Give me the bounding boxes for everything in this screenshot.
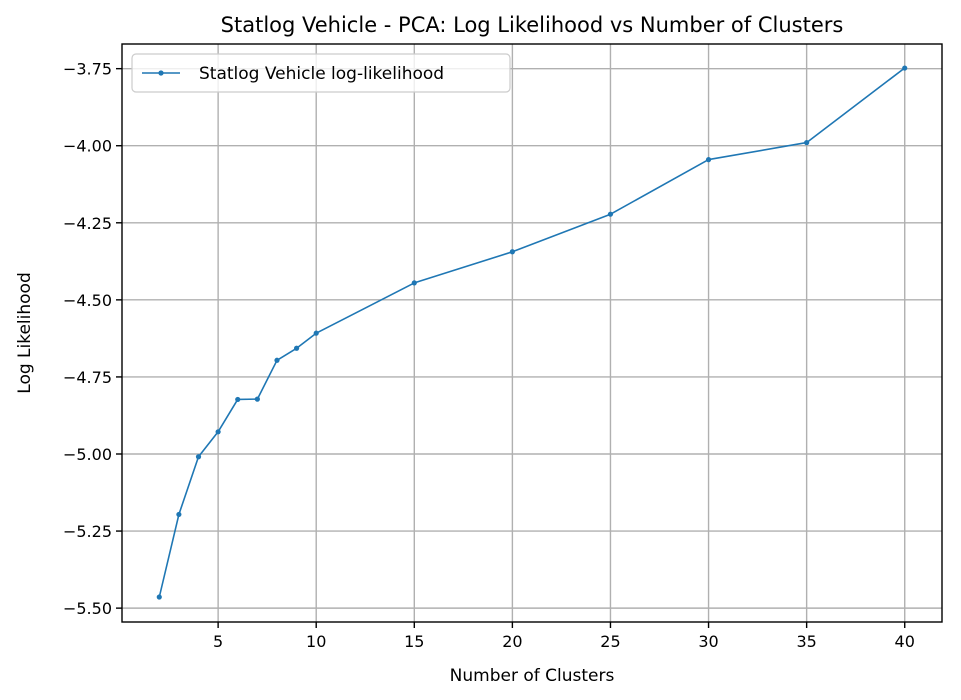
y-tick-label: −4.25 (63, 214, 112, 233)
x-axis-ticks: 5 10 15 20 25 30 35 40 (213, 622, 915, 651)
y-axis-label: Log Likelihood (15, 272, 35, 393)
data-point (195, 454, 202, 460)
data-point (902, 65, 908, 71)
chart-title: Statlog Vehicle - PCA: Log Likelihood vs… (221, 13, 844, 37)
x-axis-label: Number of Clusters (450, 666, 615, 686)
data-point (804, 140, 810, 146)
data-point (215, 429, 221, 435)
x-tick-label: 20 (502, 632, 522, 651)
x-tick-label: 5 (213, 632, 223, 651)
y-tick-label: −5.50 (63, 599, 112, 618)
data-point (156, 594, 162, 600)
legend-box (131, 53, 511, 93)
x-tick-label: 10 (306, 632, 326, 651)
data-point (274, 357, 280, 363)
data-point (235, 396, 241, 403)
x-tick-label: 15 (404, 632, 424, 651)
y-tick-label: −3.75 (63, 60, 112, 79)
legend: Statlog Vehicle log-likelihood (131, 53, 511, 93)
data-point (411, 280, 417, 286)
x-tick-label: 25 (600, 632, 620, 651)
data-point (254, 396, 260, 402)
legend-label: Statlog Vehicle log-likelihood (199, 64, 444, 84)
data-point (176, 511, 182, 518)
plot-frame (121, 43, 943, 623)
legend-marker-swatch (158, 70, 164, 76)
data-point (705, 157, 712, 163)
data-point (313, 330, 319, 336)
y-tick-label: −5.25 (63, 522, 112, 541)
x-tick-label: 30 (698, 632, 718, 651)
y-tick-label: −4.00 (63, 137, 112, 156)
y-tick-label: −5.00 (63, 445, 112, 464)
data-point (607, 211, 614, 217)
x-tick-label: 40 (895, 632, 915, 651)
y-axis-ticks: −5.50 −5.25 −5.00 −4.75 −4.50 −4.25 −4.00 −3.75 (63, 60, 122, 618)
data-point (509, 249, 515, 255)
grid (122, 44, 942, 622)
x-tick-label: 35 (796, 632, 816, 651)
y-tick-label: −4.75 (63, 368, 112, 387)
data-point (293, 345, 300, 351)
series-layer (156, 65, 908, 600)
y-tick-label: −4.50 (63, 291, 112, 310)
